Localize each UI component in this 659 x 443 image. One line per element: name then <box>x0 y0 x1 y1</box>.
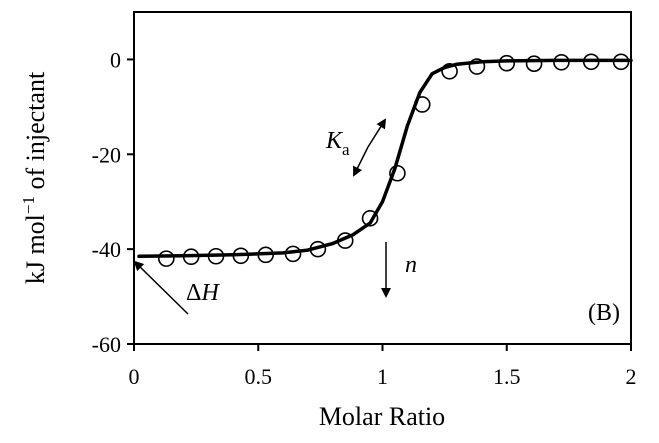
x-tick-label: 0.5 <box>245 364 273 389</box>
data-points-group <box>158 53 630 267</box>
data-point <box>441 62 458 80</box>
y-axis-label: kJ mol−1 of injectant <box>19 71 50 284</box>
data-point <box>284 245 302 263</box>
x-axis-ticks: 0 0.5 1 1.5 2 <box>129 344 637 389</box>
x-tick-label: 0 <box>129 364 140 389</box>
data-point <box>207 247 225 265</box>
data-point <box>158 250 175 267</box>
fit-curve <box>137 58 633 259</box>
x-tick-label: 1.5 <box>493 364 521 389</box>
ka-double-arrow-up <box>367 118 387 148</box>
data-point <box>413 96 431 113</box>
x-tick-label: 2 <box>626 364 637 389</box>
y-axis-label-sup: −1 <box>19 196 38 214</box>
delta-h-arrow <box>133 260 189 315</box>
data-point <box>525 55 543 72</box>
data-point <box>182 248 200 266</box>
data-point <box>468 58 486 75</box>
ka-annotation: Ka <box>325 128 350 159</box>
data-point <box>257 246 275 264</box>
data-point <box>582 53 600 71</box>
y-tick-label: -60 <box>92 332 121 357</box>
x-tick-label: 1 <box>377 364 388 389</box>
ka-annotation-sub: a <box>342 140 350 159</box>
ka-double-arrow-down <box>353 146 369 177</box>
data-point <box>309 240 327 258</box>
data-point <box>553 53 570 71</box>
fit-curve-group <box>137 58 633 259</box>
delta-h-annotation: ΔH <box>186 280 220 306</box>
data-point <box>612 53 630 71</box>
y-axis-label-main: kJ mol <box>21 214 50 284</box>
delta-h-annotation-h: H <box>200 280 220 306</box>
y-axis-ticks: -60 -40 -20 0 <box>92 47 134 357</box>
panel-label: (B) <box>588 300 620 326</box>
x-axis-label: Molar Ratio <box>319 402 445 431</box>
ka-annotation-main: K <box>325 128 344 154</box>
y-tick-label: 0 <box>110 47 121 72</box>
data-point <box>498 54 516 72</box>
data-point <box>336 232 354 249</box>
delta-h-annotation-delta: Δ <box>186 280 201 306</box>
n-annotation: n <box>405 252 417 278</box>
y-tick-label: -40 <box>92 237 121 262</box>
data-point <box>361 210 379 227</box>
y-tick-label: -20 <box>92 142 121 167</box>
data-point <box>389 164 406 182</box>
data-point <box>232 247 250 265</box>
y-axis-label-tail: of injectant <box>21 71 50 196</box>
